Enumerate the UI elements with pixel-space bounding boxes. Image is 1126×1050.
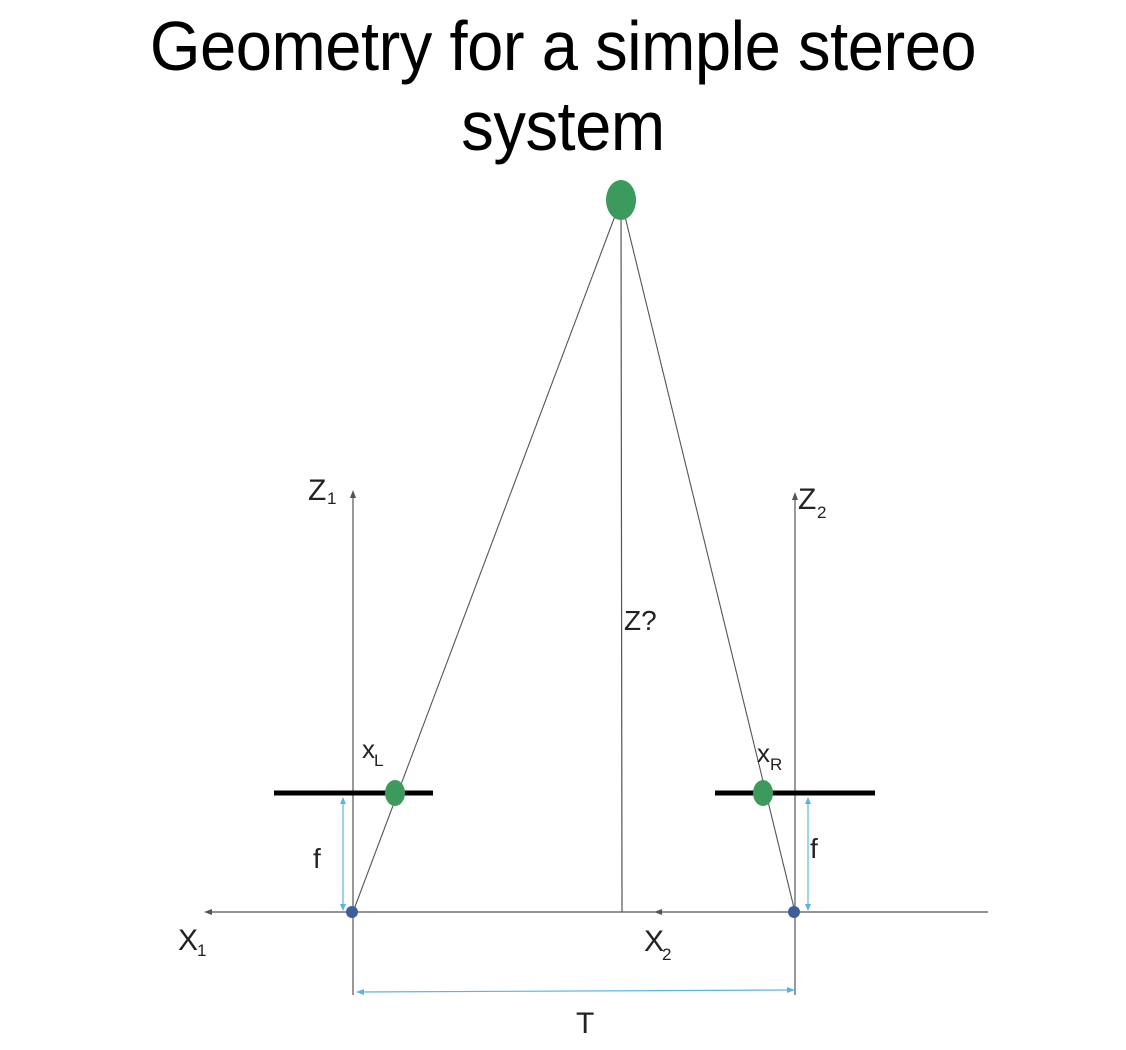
baseline-dimension xyxy=(359,989,792,993)
xl-label-sub: L xyxy=(374,751,383,770)
xr-label: x R xyxy=(757,738,782,774)
baseline-arrow-right xyxy=(787,987,795,993)
baseline-label: T xyxy=(576,1007,594,1040)
x1-label-sub: 1 xyxy=(197,941,206,960)
xr-label-main: x xyxy=(757,738,770,768)
right-image-point xyxy=(753,780,773,806)
left-focal-arrow-top xyxy=(340,797,346,804)
scene-point xyxy=(606,180,636,220)
x2-label: X 2 xyxy=(644,925,671,964)
right-focal-label: f xyxy=(810,833,818,864)
x2-arrowhead xyxy=(654,909,662,915)
page-title: Geometry for a simple stereo system xyxy=(149,7,977,165)
right-camera-center xyxy=(788,906,800,918)
x1-label-main: X xyxy=(178,924,198,957)
xl-label: x L xyxy=(362,734,383,770)
z2-label-main: Z xyxy=(798,483,816,516)
baseline-arrow-left xyxy=(356,989,364,995)
z1-label: Z 1 xyxy=(308,474,336,508)
z2-label: Z 2 xyxy=(798,483,826,522)
z2-label-sub: 2 xyxy=(817,503,826,522)
depth-label: Z? xyxy=(624,605,657,636)
x1-label: X 1 xyxy=(178,924,206,960)
x1-arrowhead xyxy=(204,909,212,915)
left-camera-center xyxy=(346,906,358,918)
left-focal-label: f xyxy=(313,843,321,874)
xr-label-sub: R xyxy=(770,755,782,774)
right-projection-ray xyxy=(620,199,796,913)
x2-label-sub: 2 xyxy=(662,945,671,964)
z2-arrowhead xyxy=(792,492,798,500)
depth-line xyxy=(620,199,623,913)
left-focal-arrow-bottom xyxy=(340,904,346,911)
right-focal-arrow-top xyxy=(805,797,811,804)
z1-arrowhead xyxy=(350,490,356,498)
xl-label-main: x xyxy=(362,734,375,764)
right-focal-arrow-bottom xyxy=(805,904,811,911)
z1-label-main: Z xyxy=(308,474,326,507)
x2-label-main: X xyxy=(644,925,664,958)
z1-label-sub: 1 xyxy=(327,489,336,508)
left-image-point xyxy=(385,780,405,806)
